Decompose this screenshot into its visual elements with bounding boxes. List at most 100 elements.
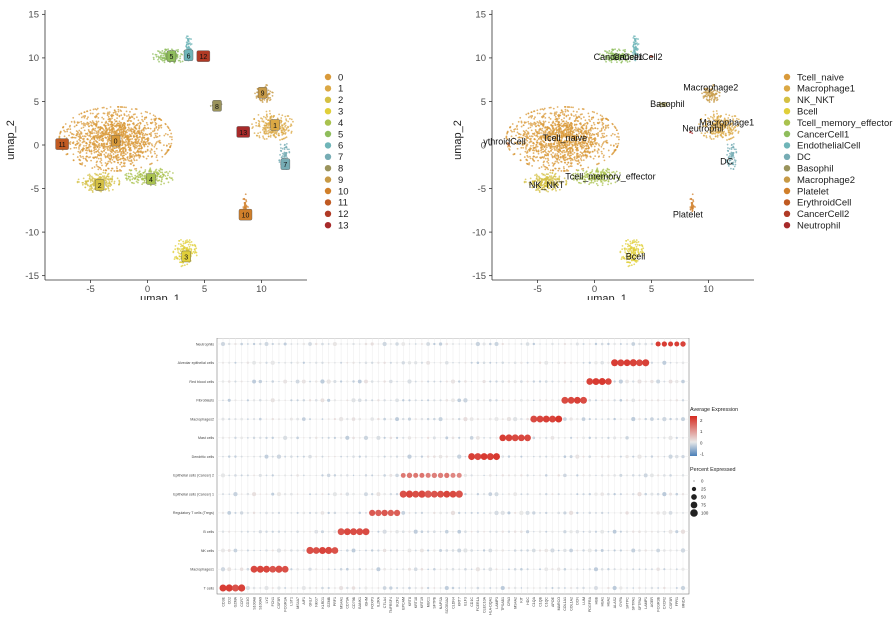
- cell-point: [533, 110, 536, 113]
- cell-point: [123, 165, 126, 168]
- cell-point: [541, 108, 544, 110]
- cell-point: [577, 160, 580, 163]
- cell-point: [290, 123, 292, 126]
- cell-point: [561, 143, 563, 146]
- cell-point: [104, 125, 107, 128]
- cell-point: [262, 135, 264, 138]
- cell-point: [513, 141, 516, 144]
- cell-point: [570, 130, 573, 133]
- cell-point: [89, 142, 92, 144]
- cell-point: [584, 119, 587, 122]
- cell-point: [118, 125, 121, 128]
- cell-point: [563, 122, 566, 125]
- cell-point: [157, 127, 160, 130]
- cell-point: [97, 126, 100, 129]
- cell-point: [552, 121, 555, 124]
- cell-point: [107, 133, 110, 136]
- cell-point: [705, 122, 707, 125]
- cell-point: [285, 128, 288, 131]
- cell-point: [589, 156, 592, 158]
- cell-point: [91, 191, 94, 193]
- cell-point: [104, 130, 107, 133]
- cell-point: [79, 150, 82, 152]
- cell-point: [589, 143, 592, 146]
- cell-point: [555, 147, 558, 149]
- cell-point: [124, 139, 127, 141]
- cell-point: [523, 143, 526, 145]
- cell-point: [606, 171, 609, 174]
- cell-point: [106, 149, 109, 151]
- cell-point: [125, 177, 128, 180]
- cell-point: [97, 112, 100, 115]
- cluster-label: 5: [169, 54, 173, 61]
- cell-point: [523, 156, 526, 158]
- cell-point: [255, 124, 258, 127]
- cell-point: [580, 182, 582, 185]
- cell-point: [148, 143, 151, 146]
- cell-point: [177, 248, 179, 251]
- y-tick-label: 5: [34, 97, 39, 108]
- cell-point: [608, 171, 611, 174]
- cell-point: [281, 124, 284, 127]
- cell-point: [538, 142, 541, 144]
- cell-point: [531, 186, 534, 189]
- cell-point: [524, 178, 527, 181]
- cell-point: [615, 142, 617, 145]
- cell-point: [121, 125, 124, 128]
- cell-point: [108, 178, 110, 180]
- cell-point: [536, 142, 539, 144]
- cell-point: [156, 129, 159, 131]
- cell-point: [267, 89, 270, 92]
- cluster-label: 10: [242, 213, 250, 220]
- legend-entry: 5: [338, 129, 343, 140]
- cell-point: [544, 132, 547, 134]
- cell-point: [587, 140, 590, 143]
- cell-point: [554, 186, 556, 189]
- cell-point: [69, 124, 72, 127]
- cell-point: [716, 119, 719, 122]
- cell-point: [272, 131, 275, 134]
- cell-point: [107, 160, 110, 163]
- cell-point: [551, 172, 554, 174]
- cell-point: [539, 143, 542, 146]
- cell-point: [189, 243, 192, 246]
- cell-point: [582, 180, 585, 183]
- cell-point: [555, 118, 558, 121]
- cell-point: [602, 147, 605, 150]
- cluster-label: 2: [98, 183, 102, 190]
- cell-point: [579, 157, 582, 160]
- cell-point: [555, 178, 557, 180]
- cell-point: [574, 146, 577, 149]
- cell-point: [144, 138, 147, 141]
- cell-point: [635, 241, 638, 244]
- cell-point: [84, 123, 86, 125]
- cell-point: [597, 134, 600, 136]
- cell-point: [290, 130, 293, 133]
- cell-point: [261, 98, 264, 101]
- cell-point: [111, 151, 113, 154]
- cell-point: [637, 250, 639, 252]
- cell-point: [578, 181, 581, 184]
- cell-point: [513, 152, 516, 155]
- cell-point: [585, 132, 588, 135]
- cell-point: [728, 124, 731, 127]
- cell-point: [105, 169, 108, 172]
- cell-point: [554, 145, 556, 148]
- cell-point: [536, 174, 539, 177]
- cell-point: [573, 128, 576, 131]
- cell-point: [710, 138, 713, 140]
- cell-point: [142, 120, 144, 123]
- cell-point: [113, 130, 116, 132]
- cell-point: [80, 116, 83, 119]
- cell-point: [122, 141, 125, 144]
- cell-point: [547, 154, 550, 157]
- cell-point: [630, 247, 632, 250]
- cell-point: [510, 135, 513, 138]
- cell-point: [138, 171, 141, 173]
- cell-point: [553, 155, 556, 158]
- legend-entry: 12: [338, 209, 349, 220]
- cell-point: [534, 116, 536, 119]
- cell-point: [132, 151, 135, 154]
- cell-point: [637, 248, 640, 250]
- cell-point: [106, 175, 108, 178]
